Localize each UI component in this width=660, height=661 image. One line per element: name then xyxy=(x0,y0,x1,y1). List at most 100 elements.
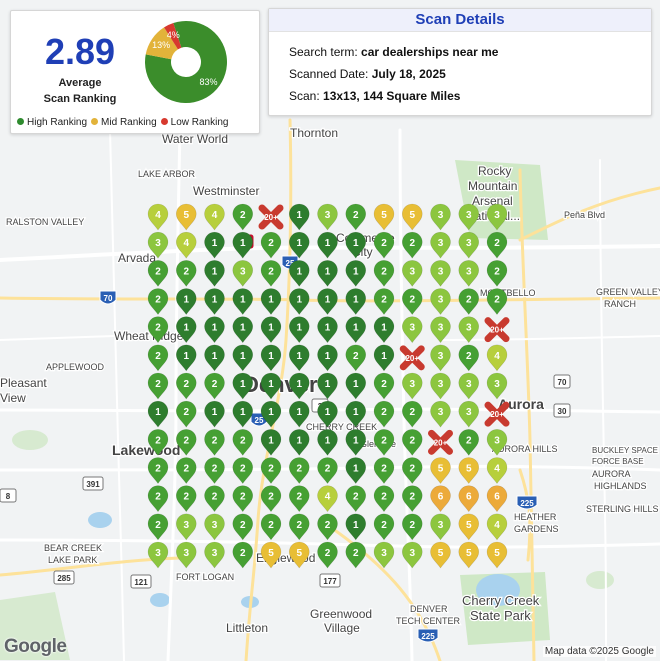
ranking-pin[interactable]: 1 xyxy=(260,429,282,456)
ranking-pin[interactable]: 1 xyxy=(288,203,310,231)
ranking-pin[interactable]: 2 xyxy=(147,457,169,485)
ranking-pin[interactable]: 2 xyxy=(260,513,282,541)
ranking-pin[interactable]: 2 xyxy=(147,513,169,541)
ranking-pin[interactable]: 1 xyxy=(288,344,310,372)
ranking-pin[interactable]: 2 xyxy=(373,372,395,400)
ranking-pin[interactable]: 1 xyxy=(345,513,367,541)
ranking-pin[interactable]: 2 xyxy=(288,513,310,541)
ranking-pin[interactable]: 2 xyxy=(288,485,310,513)
ranking-pin[interactable]: 2 xyxy=(204,457,225,485)
ranking-pin[interactable]: 2 xyxy=(345,541,367,569)
ranking-pin[interactable]: 20+ xyxy=(484,401,510,427)
ranking-pin[interactable]: 2 xyxy=(401,288,423,316)
ranking-pin[interactable]: 1 xyxy=(232,400,254,428)
ranking-pin[interactable]: 3 xyxy=(430,372,451,400)
ranking-pin[interactable]: 1 xyxy=(373,344,395,372)
ranking-pin[interactable]: 1 xyxy=(373,316,395,344)
ranking-pin[interactable]: 3 xyxy=(430,203,451,231)
ranking-pin[interactable]: 2 xyxy=(317,457,338,485)
ranking-pin[interactable]: 4 xyxy=(317,485,338,513)
ranking-pin[interactable]: 1 xyxy=(317,400,338,428)
ranking-pin[interactable]: 20+ xyxy=(399,345,425,371)
ranking-pin[interactable]: 3 xyxy=(486,203,508,231)
ranking-pin[interactable]: 2 xyxy=(147,485,169,513)
ranking-pin[interactable]: 3 xyxy=(401,260,423,287)
ranking-pin[interactable]: 2 xyxy=(147,260,169,287)
ranking-pin[interactable]: 1 xyxy=(204,231,225,259)
ranking-pin[interactable]: 2 xyxy=(401,429,423,456)
ranking-pin[interactable]: 2 xyxy=(401,457,423,485)
ranking-pin[interactable]: 4 xyxy=(175,231,197,259)
ranking-pin[interactable]: 2 xyxy=(288,457,310,485)
ranking-pin[interactable]: 2 xyxy=(458,288,480,316)
ranking-pin[interactable]: 5 xyxy=(458,513,480,541)
ranking-pin[interactable]: 4 xyxy=(486,344,508,372)
ranking-pin[interactable]: 2 xyxy=(373,513,395,541)
ranking-pin[interactable]: 1 xyxy=(345,260,367,287)
ranking-pin[interactable]: 3 xyxy=(147,541,169,569)
ranking-pin[interactable]: 2 xyxy=(232,429,254,456)
ranking-pin[interactable]: 1 xyxy=(204,260,225,287)
ranking-pin[interactable]: 2 xyxy=(175,485,197,513)
ranking-pin[interactable]: 2 xyxy=(175,260,197,287)
ranking-pin[interactable]: 1 xyxy=(345,429,367,456)
ranking-pin[interactable]: 3 xyxy=(373,541,395,569)
ranking-pin[interactable]: 3 xyxy=(175,513,197,541)
ranking-pin[interactable]: 1 xyxy=(288,316,310,344)
ranking-pin[interactable]: 20+ xyxy=(484,317,510,343)
ranking-pin[interactable]: 1 xyxy=(232,231,254,259)
ranking-pin[interactable]: 2 xyxy=(147,316,169,344)
ranking-pin[interactable]: 1 xyxy=(345,372,367,400)
ranking-pin[interactable]: 2 xyxy=(345,344,367,372)
ranking-pin[interactable]: 2 xyxy=(486,260,508,287)
ranking-pin[interactable]: 2 xyxy=(260,457,282,485)
ranking-pin[interactable]: 3 xyxy=(430,260,451,287)
ranking-pin[interactable]: 2 xyxy=(373,457,395,485)
ranking-pin[interactable]: 2 xyxy=(373,400,395,428)
ranking-pin[interactable]: 4 xyxy=(486,513,508,541)
ranking-pin[interactable]: 2 xyxy=(373,231,395,259)
ranking-pin[interactable]: 5 xyxy=(175,203,197,231)
ranking-pin[interactable]: 2 xyxy=(175,400,197,428)
ranking-pin[interactable]: 2 xyxy=(345,485,367,513)
ranking-pin[interactable]: 3 xyxy=(430,316,451,344)
ranking-pin[interactable]: 2 xyxy=(204,429,225,456)
ranking-pin[interactable]: 2 xyxy=(345,203,367,231)
ranking-pin[interactable]: 2 xyxy=(232,457,254,485)
ranking-pin[interactable]: 2 xyxy=(373,260,395,287)
ranking-pin[interactable]: 2 xyxy=(373,429,395,456)
ranking-pin[interactable]: 5 xyxy=(373,203,395,231)
ranking-pin[interactable]: 3 xyxy=(401,541,423,569)
ranking-pin[interactable]: 5 xyxy=(288,541,310,569)
ranking-pin[interactable]: 2 xyxy=(147,429,169,456)
ranking-pin[interactable]: 6 xyxy=(486,485,508,513)
ranking-pin[interactable]: 3 xyxy=(486,429,508,456)
ranking-pin[interactable]: 2 xyxy=(260,485,282,513)
ranking-pin[interactable]: 2 xyxy=(401,231,423,259)
ranking-pin[interactable]: 2 xyxy=(373,288,395,316)
ranking-pin[interactable]: 1 xyxy=(345,457,367,485)
ranking-pin[interactable]: 2 xyxy=(401,400,423,428)
ranking-pin[interactable]: 3 xyxy=(401,316,423,344)
ranking-pin[interactable]: 1 xyxy=(317,316,338,344)
map-attribution[interactable]: Map data ©2025 Google xyxy=(542,646,656,657)
ranking-pin[interactable]: 3 xyxy=(486,372,508,400)
ranking-pin[interactable]: 1 xyxy=(204,288,225,316)
ranking-pin[interactable]: 3 xyxy=(458,372,480,400)
ranking-pin[interactable]: 3 xyxy=(458,260,480,287)
ranking-pin[interactable]: 5 xyxy=(260,541,282,569)
ranking-pin[interactable]: 2 xyxy=(260,260,282,287)
ranking-pin[interactable]: 1 xyxy=(317,372,338,400)
ranking-pin[interactable]: 1 xyxy=(175,288,197,316)
ranking-pin[interactable]: 2 xyxy=(232,513,254,541)
ranking-pin[interactable]: 3 xyxy=(458,231,480,259)
ranking-pin[interactable]: 1 xyxy=(232,372,254,400)
ranking-pin[interactable]: 1 xyxy=(260,344,282,372)
ranking-pin[interactable]: 2 xyxy=(147,344,169,372)
ranking-pin[interactable]: 3 xyxy=(175,541,197,569)
ranking-pin[interactable]: 1 xyxy=(288,429,310,456)
ranking-pin[interactable]: 5 xyxy=(486,541,508,569)
ranking-pin[interactable]: 2 xyxy=(486,288,508,316)
ranking-pin[interactable]: 3 xyxy=(430,344,451,372)
ranking-pin[interactable]: 2 xyxy=(232,541,254,569)
